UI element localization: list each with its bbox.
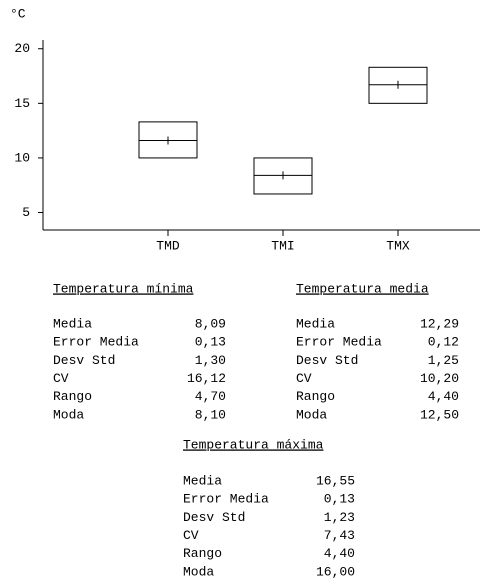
stat-value: 1,23 [324,510,355,525]
stat-value: 1,25 [428,353,459,368]
stat-label: Desv Std [53,353,115,368]
stat-label: Error Media [53,335,139,350]
x-tick-label: TMD [156,238,180,253]
stat-value: 4,40 [428,389,459,404]
stat-value: 0,12 [428,335,459,350]
stats-title: Temperatura mínima [53,281,194,296]
stat-value: 10,20 [420,371,459,386]
unit-label: °C [10,6,26,21]
stat-value: 1,30 [195,353,226,368]
x-tick-label: TMI [271,238,294,253]
stat-label: Error Media [296,335,382,350]
stat-label: Moda [296,407,327,422]
stat-value: 0,13 [324,492,355,507]
stat-value: 8,10 [195,407,226,422]
stat-label: Media [296,316,335,331]
stat-label: Desv Std [183,510,245,525]
stat-label: Error Media [183,492,269,507]
stat-label: Media [183,473,222,488]
stats-title: Temperatura media [296,281,429,296]
stat-value: 16,12 [187,371,226,386]
y-tick-label: 15 [14,96,30,111]
stats-title: Temperatura máxima [183,437,324,452]
stat-value: 4,40 [324,546,355,561]
box [138,121,198,159]
stat-label: Moda [53,407,84,422]
y-tick-label: 10 [14,150,30,165]
stat-label: CV [53,371,69,386]
stat-label: Moda [183,564,214,579]
box [253,157,313,195]
stat-value: 8,09 [195,316,226,331]
stat-label: Rango [183,546,222,561]
box [368,66,428,104]
stat-label: Media [53,316,92,331]
y-tick-label: 5 [22,205,30,220]
x-tick-label: TMX [386,238,410,253]
stat-label: Rango [53,389,92,404]
stat-value: 7,43 [324,528,355,543]
stat-value: 16,55 [316,473,355,488]
stat-value: 12,50 [420,407,459,422]
stat-label: Desv Std [296,353,358,368]
y-tick-label: 20 [14,41,30,56]
stat-value: 12,29 [420,316,459,331]
stat-value: 0,13 [195,335,226,350]
stat-label: CV [296,371,312,386]
stat-value: 4,70 [195,389,226,404]
stat-label: CV [183,528,199,543]
stat-label: Rango [296,389,335,404]
stat-value: 16,00 [316,564,355,579]
